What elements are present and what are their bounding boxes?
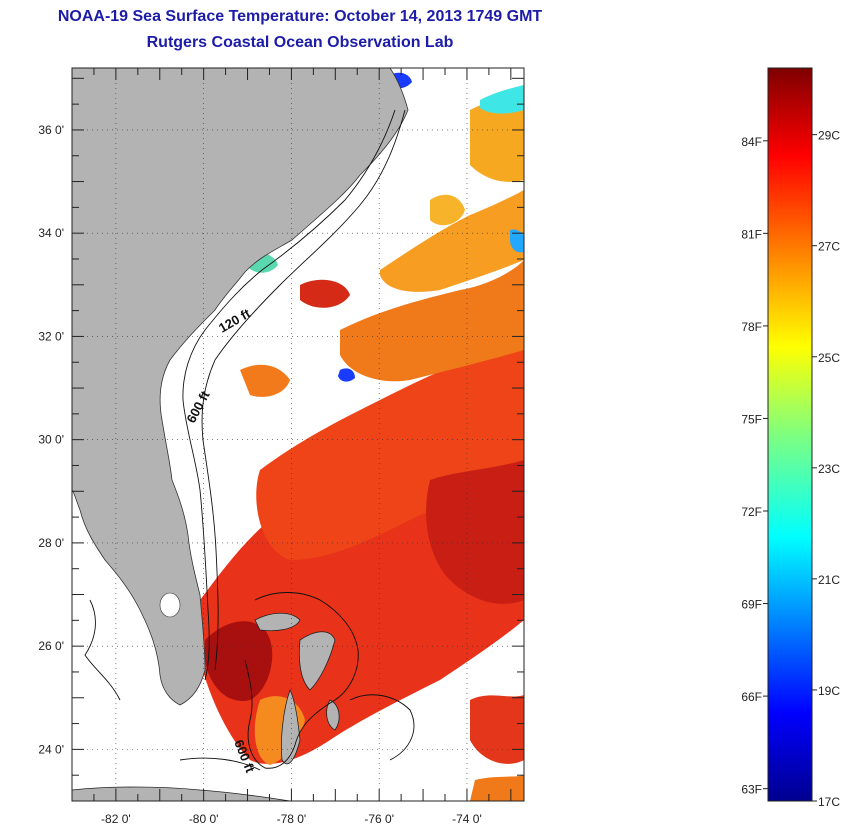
colorbar-c-label: 25C xyxy=(818,351,840,365)
lat-tick-label: 28 0' xyxy=(38,536,64,550)
colorbar-ticks: 84F 81F 78F 75F 72F 69F 66F 63F 29C 27C 25C 23C 21C 1… xyxy=(741,129,840,809)
lat-tick-label: 34 0' xyxy=(38,226,64,240)
bahamas-islands xyxy=(254,612,340,765)
colorbar-c-label: 23C xyxy=(818,462,840,476)
lon-tick-label: -78 0' xyxy=(277,812,307,826)
grid-lines xyxy=(72,68,524,801)
lon-tick-label: -74 0' xyxy=(452,812,482,826)
colorbar-f-label: 75F xyxy=(741,412,762,426)
cuba-coast xyxy=(72,786,291,801)
colorbar-c-label: 19C xyxy=(818,684,840,698)
colorbar-c-label: 29C xyxy=(818,129,840,143)
sst-field xyxy=(200,72,524,801)
colorbar-f-label: 84F xyxy=(741,135,762,149)
lat-tick-label: 36 0' xyxy=(38,123,64,137)
colorbar-f-label: 66F xyxy=(741,690,762,704)
lon-tick-label: -76 0' xyxy=(364,812,394,826)
map-panel: 120 ft 600 ft 600 ft xyxy=(72,68,524,801)
colorbar-f-label: 63F xyxy=(741,783,762,797)
lat-tick-label: 32 0' xyxy=(38,329,64,343)
colorbar-f-label: 78F xyxy=(741,320,762,334)
axis-labels: 24 0' 26 0' 28 0' 30 0' 32 0' 34 0' 36 0' -82 0… xyxy=(38,123,481,826)
chart-subtitle: Rutgers Coastal Ocean Observation Lab xyxy=(146,34,454,51)
colorbar-f-label: 81F xyxy=(741,227,762,241)
bathymetry-contours xyxy=(84,109,415,771)
colorbar-c-label: 21C xyxy=(818,573,840,587)
lon-tick-label: -80 0' xyxy=(189,812,219,826)
lat-tick-label: 24 0' xyxy=(38,742,64,756)
colorbar-f-label: 72F xyxy=(741,505,762,519)
colorbar xyxy=(767,67,813,802)
colorbar-c-label: 17C xyxy=(818,795,840,809)
colorbar-f-label: 69F xyxy=(741,598,762,612)
colorbar-c-label: 27C xyxy=(818,240,840,254)
lat-tick-label: 30 0' xyxy=(38,433,64,447)
map-frame xyxy=(71,67,525,802)
lake-okeechobee xyxy=(159,592,181,618)
axis-ticks xyxy=(71,68,524,802)
lat-tick-label: 26 0' xyxy=(38,639,64,653)
land-mass xyxy=(72,68,409,706)
chart-title: NOAA-19 Sea Surface Temperature: October… xyxy=(57,8,543,25)
lon-tick-label: -82 0' xyxy=(101,812,131,826)
